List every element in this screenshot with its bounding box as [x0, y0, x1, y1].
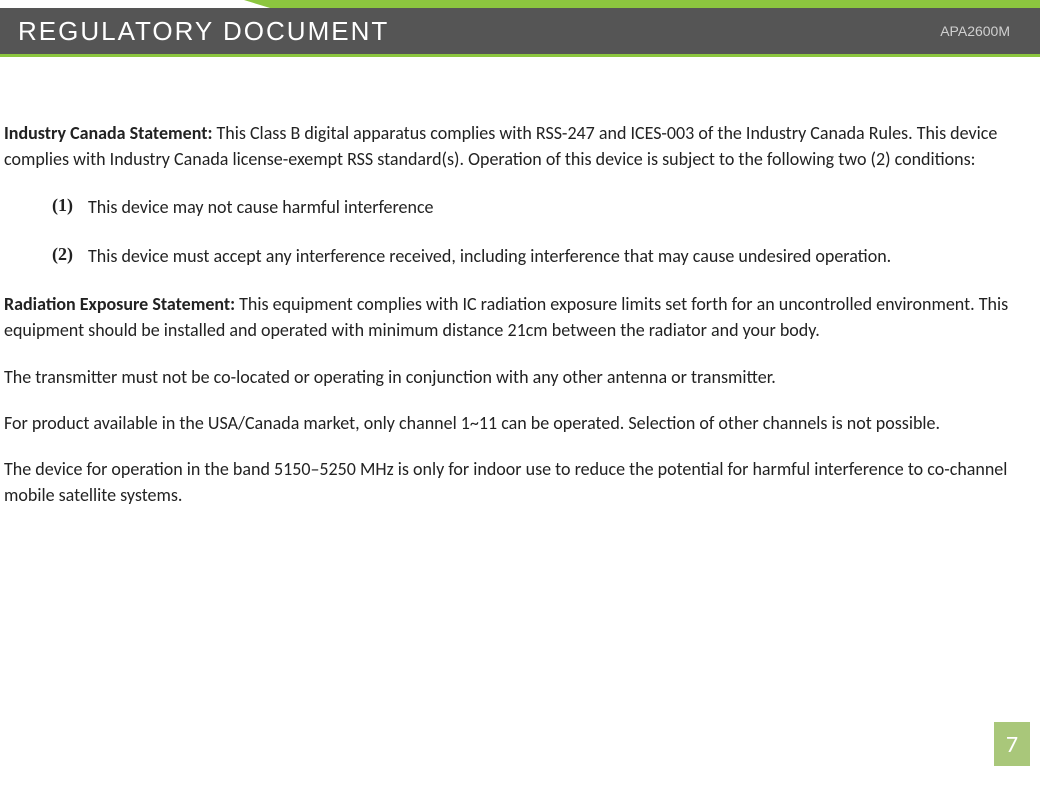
- page-number: 7: [994, 722, 1030, 766]
- header-bar-main: REGULATORY DOCUMENT APA2600M: [0, 8, 1040, 54]
- transmitter-paragraph: The transmitter must not be co-located o…: [4, 364, 1034, 390]
- radiation-lead: Radiation Exposure Statement:: [4, 293, 235, 315]
- header-accent-top: [270, 0, 1040, 8]
- list-item: (1) This device may not cause harmful in…: [52, 192, 1034, 223]
- conditions-list: (1) This device may not cause harmful in…: [4, 192, 1034, 271]
- list-text: This device must accept any interference…: [88, 241, 1034, 272]
- list-text: This device may not cause harmful interf…: [88, 192, 1034, 223]
- document-header: REGULATORY DOCUMENT APA2600M: [0, 0, 1040, 60]
- radiation-exposure-statement: Radiation Exposure Statement: This equip…: [4, 291, 1034, 343]
- list-marker: (1): [52, 192, 88, 223]
- header-accent-bottom: [0, 54, 1040, 57]
- ic-statement-lead: Industry Canada Statement:: [4, 122, 212, 144]
- page-number-value: 7: [1006, 730, 1018, 759]
- band-paragraph: The device for operation in the band 515…: [4, 456, 1034, 508]
- channel-paragraph: For product available in the USA/Canada …: [4, 410, 1034, 436]
- list-marker: (2): [52, 241, 88, 272]
- document-model: APA2600M: [940, 23, 1010, 39]
- list-item: (2) This device must accept any interfer…: [52, 241, 1034, 272]
- industry-canada-statement: Industry Canada Statement: This Class B …: [4, 120, 1034, 172]
- document-body: Industry Canada Statement: This Class B …: [0, 120, 1040, 508]
- document-title: REGULATORY DOCUMENT: [18, 16, 389, 47]
- header-accent-notch: [244, 0, 270, 8]
